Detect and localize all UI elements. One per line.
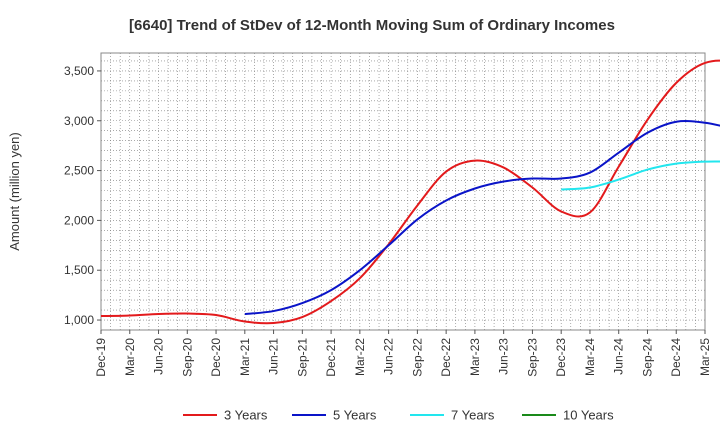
x-tick-label: Dec-19 xyxy=(94,338,108,377)
series-line-5-years xyxy=(244,120,720,316)
plot-frame xyxy=(100,52,706,331)
y-tick-label: 3,500 xyxy=(64,64,94,78)
legend: 3 Years 5 Years 7 Years 10 Years xyxy=(183,408,614,423)
legend-label: 5 Years xyxy=(333,408,377,423)
x-tick-label: Mar-25 xyxy=(698,338,712,376)
x-tick-label: Mar-22 xyxy=(353,338,367,376)
x-tick-label: Jun-21 xyxy=(267,338,281,375)
legend-label: 7 Years xyxy=(451,408,495,423)
x-tick-label: Jun-20 xyxy=(152,338,166,375)
y-tick-label: 1,500 xyxy=(64,263,94,277)
x-tick-label: Dec-20 xyxy=(209,338,223,377)
x-tick-label: Mar-21 xyxy=(238,338,252,376)
y-axis-ticks: 1,000 1,500 2,000 2,500 3,000 3,500 xyxy=(64,64,101,327)
series-lines xyxy=(100,59,720,325)
x-tick-label: Jun-23 xyxy=(497,338,511,375)
x-tick-label: Dec-23 xyxy=(554,338,568,377)
legend-label: 10 Years xyxy=(563,408,614,423)
y-tick-label: 2,500 xyxy=(64,164,94,178)
y-tick-label: 1,000 xyxy=(64,313,94,327)
chart-title: [6640] Trend of StDev of 12-Month Moving… xyxy=(129,17,615,34)
x-tick-label: Sep-23 xyxy=(525,338,539,377)
x-tick-label: Sep-22 xyxy=(410,338,424,377)
x-tick-label: Sep-24 xyxy=(640,338,654,377)
x-tick-label: Jun-24 xyxy=(612,338,626,375)
x-tick-label: Dec-22 xyxy=(439,338,453,377)
y-tick-label: 2,000 xyxy=(64,213,94,227)
legend-label: 3 Years xyxy=(224,408,268,423)
series-line-3-years xyxy=(100,59,720,325)
series-line-7-years xyxy=(561,160,720,191)
x-tick-label: Mar-20 xyxy=(123,338,137,376)
y-tick-label: 3,000 xyxy=(64,114,94,128)
plot-area xyxy=(101,53,705,330)
x-tick-label: Mar-23 xyxy=(468,338,482,376)
x-tick-label: Sep-21 xyxy=(295,338,309,377)
x-tick-label: Sep-20 xyxy=(180,338,194,377)
y-axis-label: Amount (million yen) xyxy=(7,132,22,251)
x-tick-label: Jun-22 xyxy=(382,338,396,375)
x-axis-ticks: Dec-19 Mar-20 Jun-20 Sep-20 Dec-20 Mar-21 Jun-… xyxy=(94,330,712,377)
x-tick-label: Dec-21 xyxy=(324,338,338,377)
x-tick-label: Dec-24 xyxy=(669,338,683,377)
x-tick-label: Mar-24 xyxy=(583,338,597,376)
